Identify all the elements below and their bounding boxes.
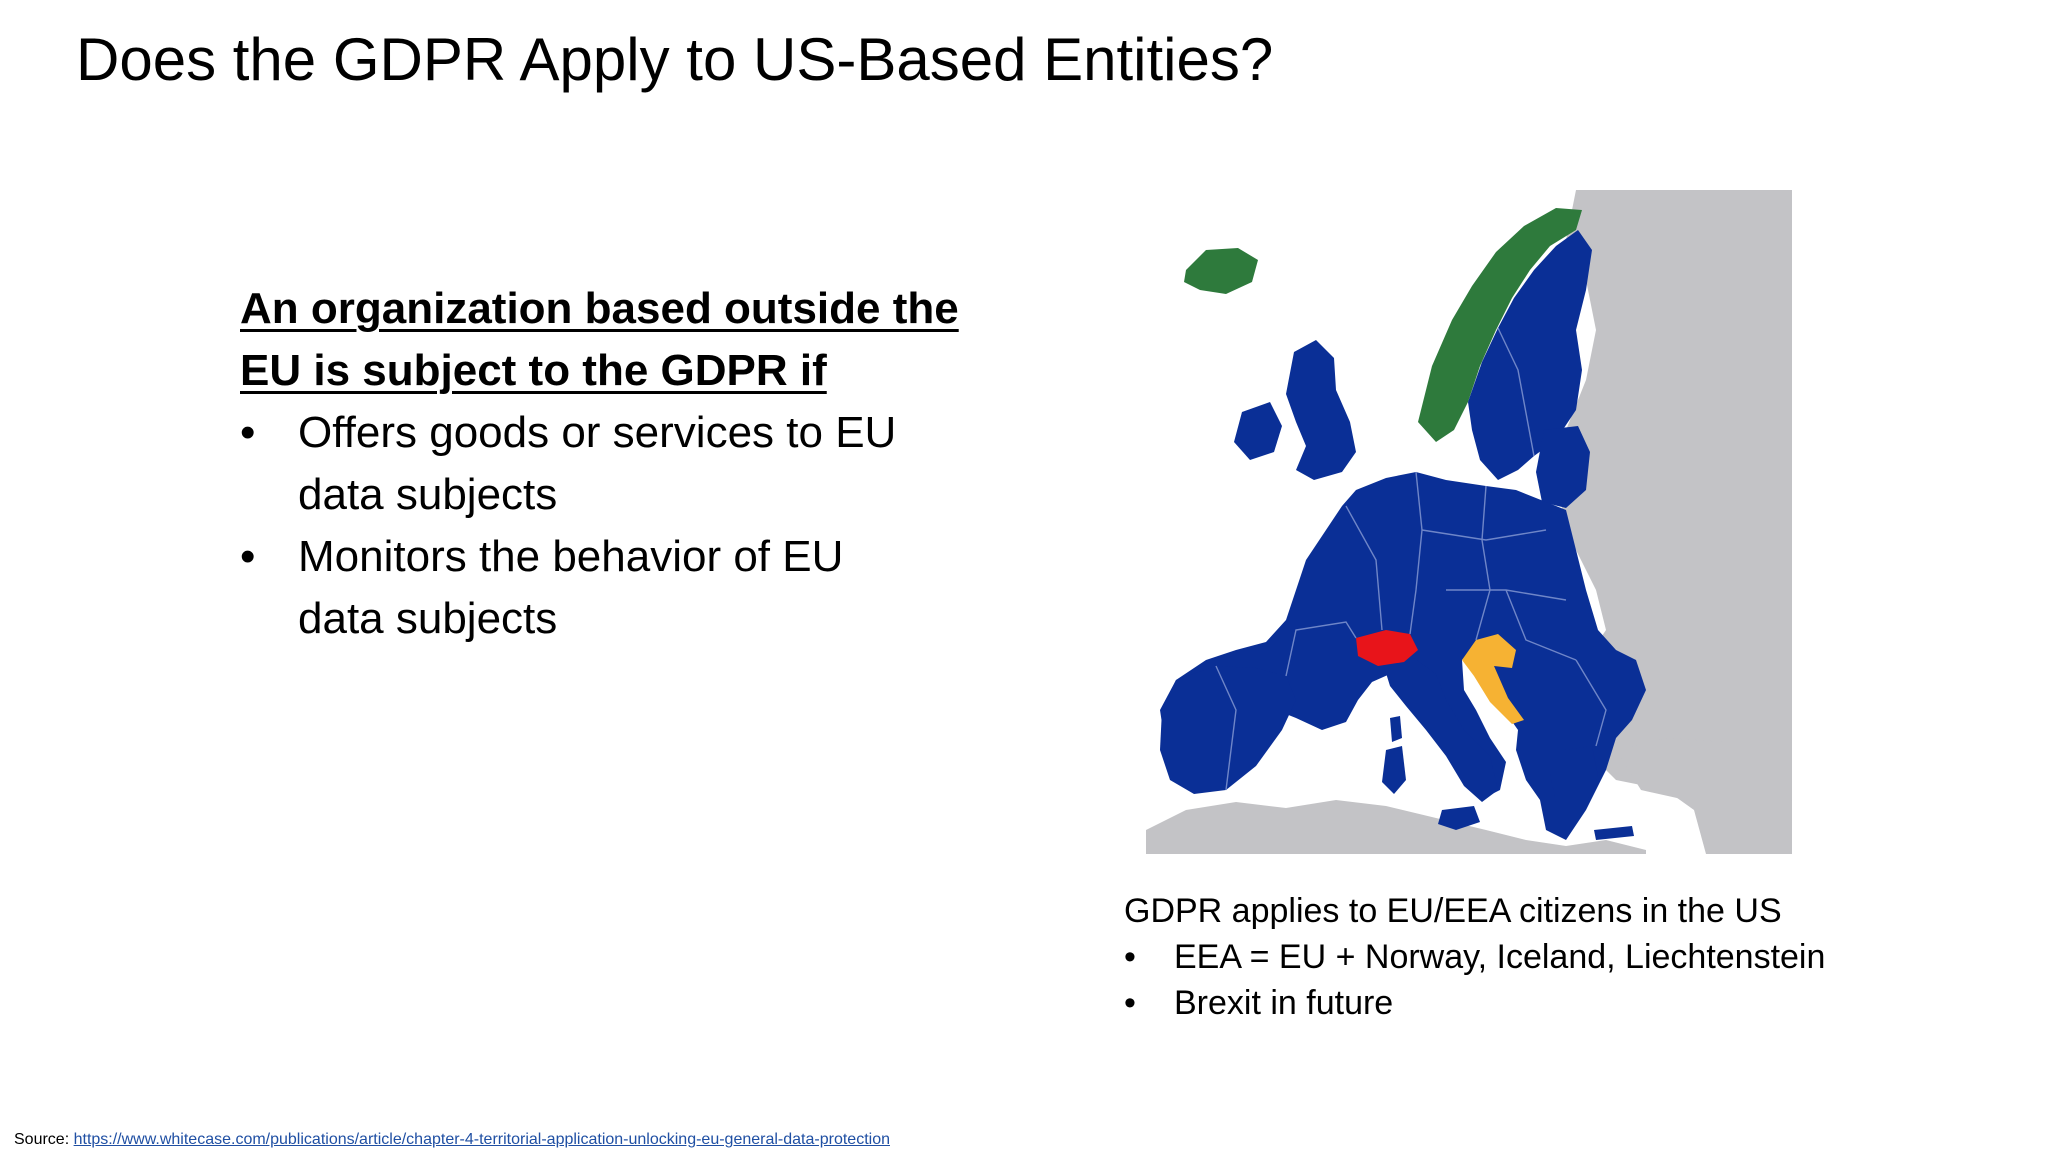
map-norway	[1418, 208, 1582, 442]
map-crete	[1594, 826, 1634, 840]
list-item: • Monitors the behavior of EU data subje…	[240, 526, 938, 650]
map-border	[1285, 621, 1357, 677]
source-link[interactable]: https://www.whitecase.com/publications/a…	[73, 1131, 890, 1148]
source-footer: Source: https://www.whitecase.com/public…	[14, 1130, 890, 1150]
map-border	[1345, 505, 1383, 631]
list-item-text: Brexit in future	[1174, 984, 1394, 1022]
map-iceland	[1184, 248, 1258, 294]
map-sicily	[1438, 806, 1480, 830]
map-scandinavia-eu	[1468, 230, 1592, 480]
map-north-africa	[1146, 800, 1646, 854]
map-iberia	[1160, 666, 1296, 794]
map-greece	[1550, 746, 1598, 818]
map-corsica	[1390, 716, 1402, 742]
map-sardinia	[1382, 746, 1406, 794]
map-baltics	[1536, 426, 1590, 508]
list-item-line2: data subjects	[298, 470, 558, 519]
map-italy	[1382, 658, 1498, 802]
bullet-icon: •	[1124, 938, 1136, 976]
applicability-heading-line2: EU is subject to the GDPR if	[240, 346, 827, 395]
map-border	[1409, 471, 1423, 635]
list-item: • EEA = EU + Norway, Iceland, Liechtenst…	[1124, 934, 1884, 980]
map-uk	[1286, 340, 1356, 480]
map-turkey	[1616, 738, 1792, 806]
map-border	[1575, 659, 1607, 747]
map-switzerland	[1356, 630, 1418, 666]
source-label: Source:	[14, 1131, 74, 1148]
applicability-heading-line1: An organization based outside the	[240, 284, 959, 333]
list-item-line1: Monitors the behavior of EU	[298, 532, 844, 581]
applicability-block: An organization based outside the EU is …	[240, 278, 1000, 650]
map-borders	[1215, 327, 1607, 791]
map-border	[1475, 485, 1491, 641]
list-item-line1: Offers goods or services to EU	[298, 408, 897, 457]
slide-title: Does the GDPR Apply to US-Based Entities…	[76, 26, 1274, 93]
list-item: • Brexit in future	[1124, 980, 1884, 1026]
europe-map-svg	[1146, 190, 1792, 854]
map-border	[1215, 665, 1237, 791]
map-caption-main: GDPR applies to EU/EEA citizens in the U…	[1124, 892, 1782, 930]
list-item-text: EEA = EU + Norway, Iceland, Liechtenstei…	[1174, 938, 1826, 976]
map-croatia	[1462, 634, 1524, 724]
map-border	[1497, 327, 1535, 457]
list-item-line2: data subjects	[298, 594, 558, 643]
bullet-icon: •	[240, 408, 256, 457]
map-caption-list: • EEA = EU + Norway, Iceland, Liechtenst…	[1124, 934, 1884, 1026]
list-item: • Offers goods or services to EU data su…	[240, 402, 938, 526]
map-caption: GDPR applies to EU/EEA citizens in the U…	[1124, 888, 1884, 1026]
europe-map	[1146, 190, 1792, 854]
map-ireland	[1234, 402, 1282, 460]
applicability-list: • Offers goods or services to EU data su…	[240, 402, 1000, 650]
applicability-heading: An organization based outside the EU is …	[240, 278, 1000, 402]
map-border	[1505, 589, 1577, 661]
bullet-icon: •	[240, 532, 256, 581]
bullet-icon: •	[1124, 984, 1136, 1022]
map-border	[1421, 529, 1547, 541]
